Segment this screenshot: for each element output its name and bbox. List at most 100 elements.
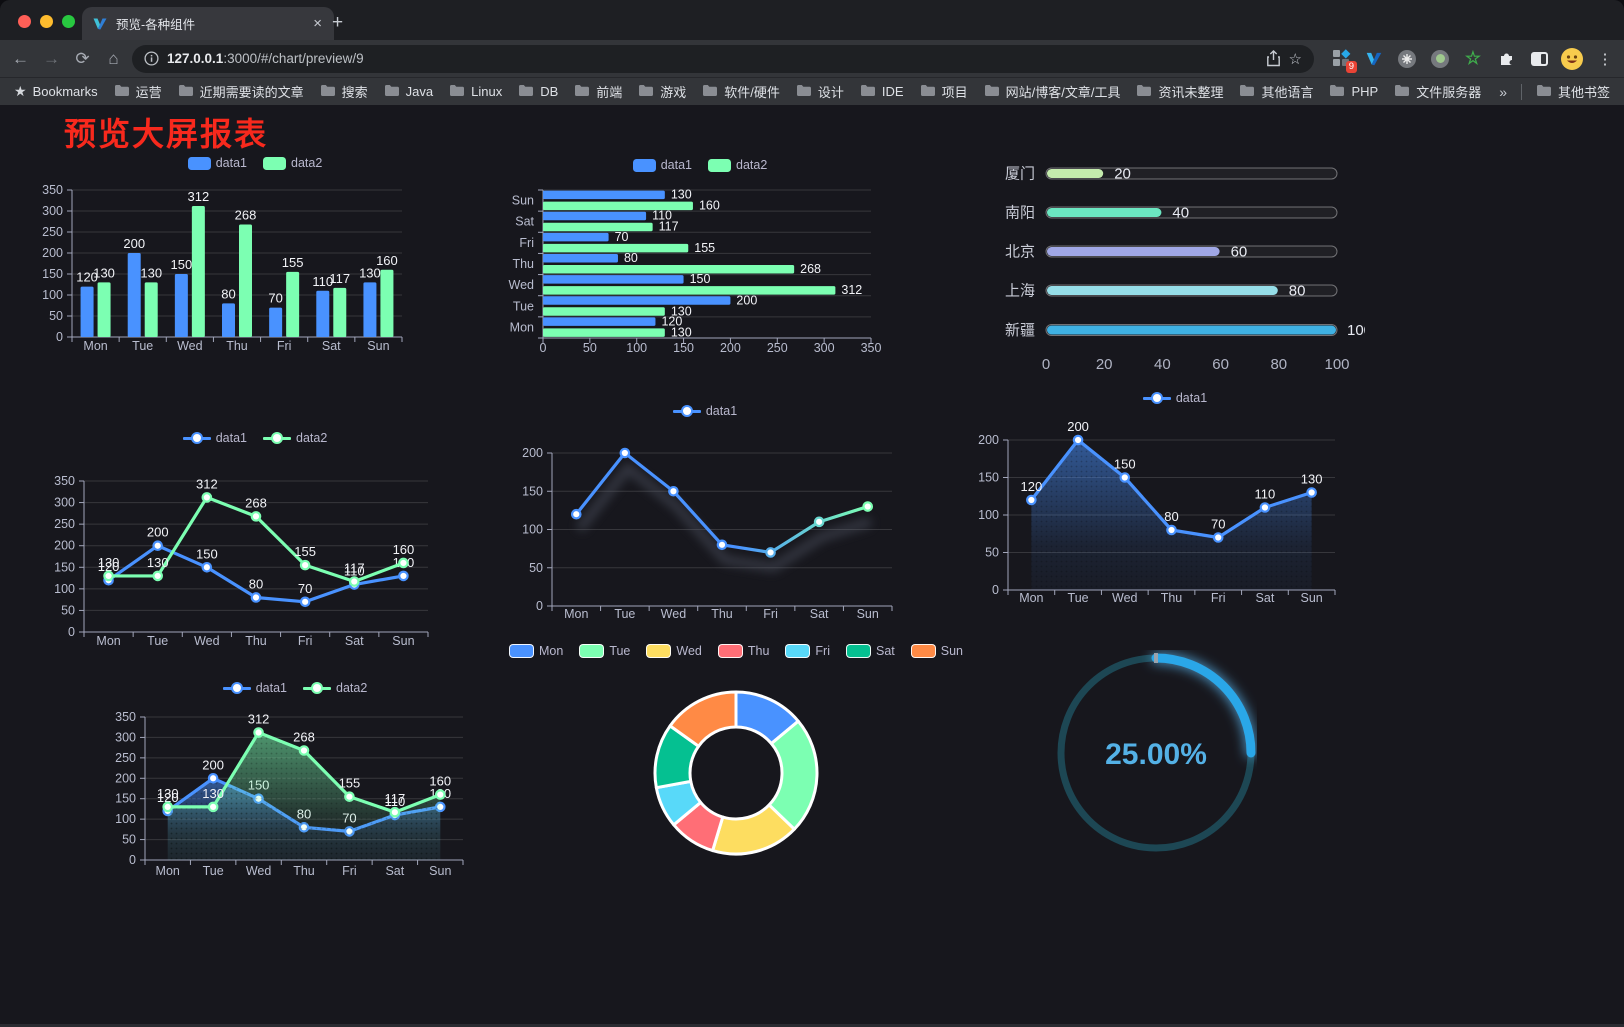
svg-text:120: 120 — [1021, 479, 1043, 494]
legend-item-Thu[interactable]: Thu — [717, 644, 769, 658]
legend-item-data1[interactable]: data1 — [672, 404, 737, 418]
two-series-area-chart: data1 data2 0 50 100 150 200 250 300 350 Mon Tue Wed… — [100, 672, 490, 902]
home-button[interactable]: ⌂ — [101, 45, 126, 73]
legend-marker — [717, 644, 743, 658]
svg-text:80: 80 — [249, 576, 263, 591]
profile-avatar[interactable] — [1561, 47, 1583, 70]
extension-command-icon[interactable] — [1396, 48, 1418, 70]
legend-item-data1[interactable]: data1 — [1142, 391, 1207, 405]
bookmark-folder-IDE[interactable]: IDE — [860, 84, 904, 100]
bookmark-folder-游戏[interactable]: 游戏 — [638, 82, 686, 101]
extension-record-icon[interactable] — [1429, 48, 1451, 70]
c9-canvas: 25.00% — [1057, 653, 1256, 852]
x-axis: 0 20 40 60 80 100 — [1042, 356, 1350, 373]
legend-item-Tue[interactable]: Tue — [579, 644, 630, 658]
bookmark-folder-设计[interactable]: 设计 — [796, 82, 844, 101]
legend-item-data1[interactable]: data1 — [222, 681, 287, 695]
svg-text:Sat: Sat — [385, 864, 404, 878]
legend-item-data1[interactable]: data1 — [182, 431, 247, 445]
bookmark-folder-近期需要读的文章[interactable]: 近期需要读的文章 — [178, 82, 304, 101]
legend-item-data1[interactable]: data1 — [632, 158, 692, 172]
folder-icon — [1329, 84, 1345, 100]
svg-text:Fri: Fri — [519, 236, 534, 250]
svg-text:上海: 上海 — [1005, 283, 1035, 300]
bookmark-folder-Java[interactable]: Java — [384, 84, 433, 100]
legend-marker — [846, 644, 871, 658]
bookmark-folder-其他语言[interactable]: 其他语言 — [1239, 82, 1313, 101]
legend-item-Wed[interactable]: Wed — [646, 644, 702, 658]
legend-item-data2[interactable]: data2 — [303, 681, 367, 695]
svg-text:160: 160 — [699, 199, 720, 213]
forward-button[interactable]: → — [39, 45, 64, 73]
svg-text:150: 150 — [54, 560, 75, 574]
svg-text:Mon: Mon — [564, 607, 588, 621]
chart-legend: data1 data2 — [40, 431, 470, 445]
side-panel-icon[interactable] — [1528, 48, 1550, 70]
bookmark-folder-搜索[interactable]: 搜索 — [320, 82, 368, 101]
window-zoom-button[interactable] — [62, 15, 75, 28]
bookmark-folder-文件服务器[interactable]: 文件服务器 — [1394, 82, 1481, 101]
svg-text:268: 268 — [800, 262, 821, 276]
bookmark-folder-资讯未整理[interactable]: 资讯未整理 — [1136, 82, 1223, 101]
browser-tab[interactable]: 预览-各种组件 × — [82, 7, 334, 40]
chart-legend: data1 — [965, 391, 1385, 405]
svg-text:350: 350 — [54, 474, 75, 488]
bookmark-folder-PHP[interactable]: PHP — [1329, 84, 1378, 100]
bookmarks-overflow-chevron[interactable]: » — [1499, 83, 1507, 100]
back-button[interactable]: ← — [8, 45, 33, 73]
bookmark-folder-前端[interactable]: 前端 — [574, 82, 622, 101]
window-controls — [18, 15, 75, 28]
titlebar: 预览-各种组件 × + — [0, 0, 1624, 40]
bookmark-folder-Linux[interactable]: Linux — [449, 84, 502, 100]
bookmark-folder-运营[interactable]: 运营 — [114, 82, 162, 101]
reload-button[interactable]: ⟳ — [70, 45, 95, 73]
svg-text:200: 200 — [720, 341, 741, 355]
legend-label: data1 — [215, 431, 247, 445]
bookmark-folder-软件/硬件[interactable]: 软件/硬件 — [702, 82, 780, 101]
legend-item-data2[interactable]: data2 — [708, 158, 767, 172]
extension-xdebug-icon[interactable]: ☆ — [1462, 48, 1484, 70]
legend-label: data1 — [255, 681, 287, 695]
legend-item-data2[interactable]: data2 — [263, 431, 327, 445]
bookmark-folder-项目[interactable]: 项目 — [920, 82, 968, 101]
svg-text:150: 150 — [115, 792, 136, 806]
url-bar[interactable]: 127.0.0.1:3000/#/chart/preview/9 ☆ — [132, 44, 1314, 73]
legend-marker — [263, 432, 291, 445]
legend-marker — [646, 644, 672, 658]
share-button[interactable] — [1266, 50, 1281, 67]
window-close-button[interactable] — [18, 15, 31, 28]
extension-puzzle-icon[interactable] — [1495, 48, 1517, 70]
url-host: 127.0.0.1 — [167, 51, 224, 66]
legend-item-data1[interactable]: data1 — [187, 156, 247, 170]
legend-item-Mon[interactable]: Mon — [508, 644, 563, 658]
legend-item-Sat[interactable]: Sat — [846, 644, 895, 658]
svg-text:Sat: Sat — [515, 215, 534, 229]
c1-canvas: 0 50 100 150 200 250 300 350 Mon Tue Wed Thu Fri Sat S… — [42, 183, 403, 353]
svg-text:160: 160 — [376, 253, 398, 268]
legend-item-Fri[interactable]: Fri — [785, 644, 830, 658]
browser-menu-button[interactable]: ⋮ — [1594, 48, 1616, 70]
other-bookmarks[interactable]: 其他书签 — [1536, 82, 1610, 101]
legend-item-Sun[interactable]: Sun — [910, 644, 963, 658]
bookmark-star-button[interactable]: ☆ — [1288, 50, 1302, 68]
url-text[interactable]: 127.0.0.1:3000/#/chart/preview/9 — [167, 51, 1258, 66]
bookmark-folder-DB[interactable]: DB — [518, 84, 558, 100]
svg-text:100: 100 — [522, 523, 543, 537]
bookmarks-manager[interactable]: ★ Bookmarks — [14, 83, 98, 100]
legend-item-data2[interactable]: data2 — [263, 156, 322, 170]
svg-text:150: 150 — [171, 257, 193, 272]
svg-text:Thu: Thu — [1161, 591, 1183, 605]
extension-grid-icon[interactable]: 9 — [1330, 48, 1357, 73]
bookmark-folder-网站/博客/文章/工具[interactable]: 网站/博客/文章/工具 — [984, 82, 1120, 101]
series-data2: 130 130 312 268 155 117 160 — [157, 712, 451, 860]
svg-text:200: 200 — [42, 246, 63, 260]
window-bottom-edge — [0, 1024, 1624, 1027]
svg-text:40: 40 — [1154, 356, 1171, 373]
window-minimize-button[interactable] — [40, 15, 53, 28]
svg-text:155: 155 — [294, 544, 316, 559]
new-tab-button[interactable]: + — [326, 12, 349, 33]
tab-close-button[interactable]: × — [313, 15, 322, 32]
site-info-icon[interactable] — [144, 51, 159, 66]
svg-text:300: 300 — [54, 496, 75, 510]
extension-v-logo-icon[interactable] — [1363, 48, 1385, 70]
